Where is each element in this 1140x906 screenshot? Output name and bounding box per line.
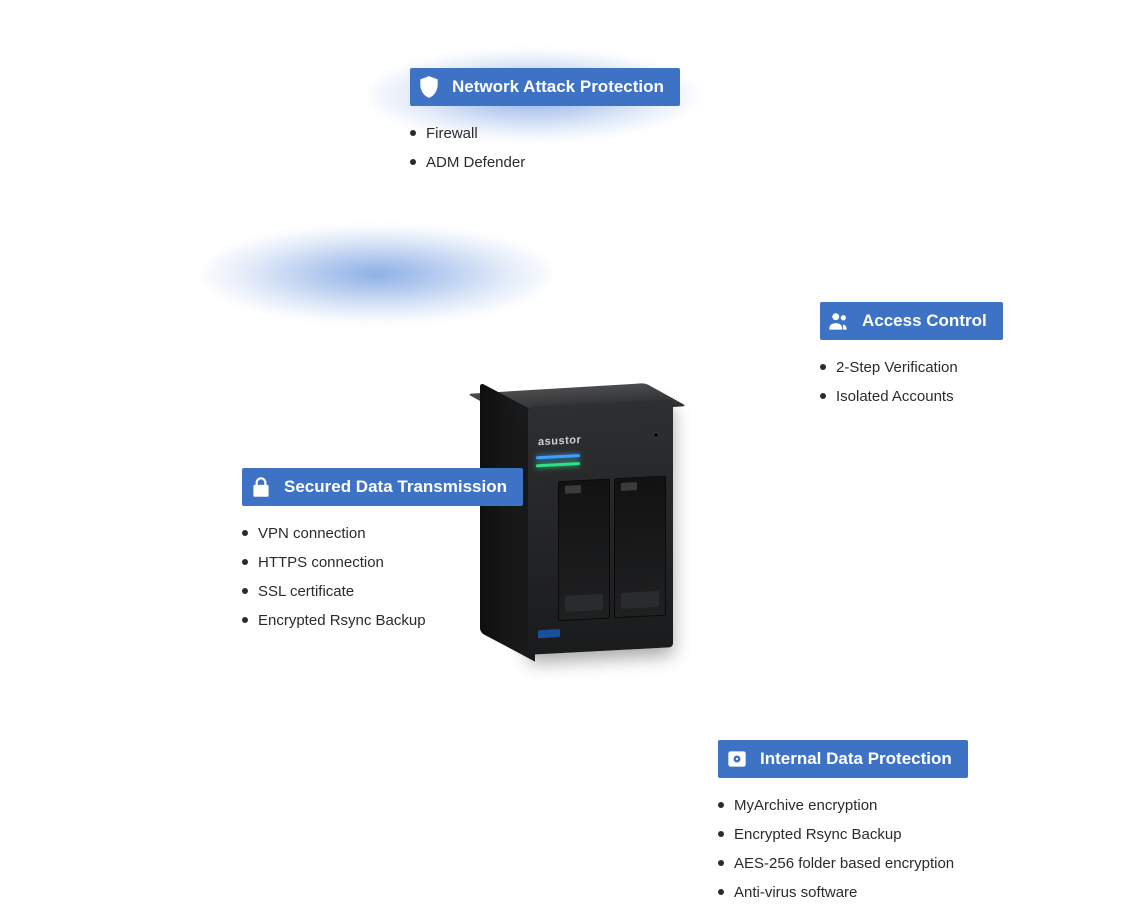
- led-status-green-icon: [536, 462, 580, 467]
- bullet-text: HTTPS connection: [258, 549, 384, 576]
- bullet-dot-icon: [718, 802, 724, 808]
- bullet-dot-icon: [410, 159, 416, 165]
- led-status-blue-icon: [536, 454, 580, 459]
- bullet-dot-icon: [242, 617, 248, 623]
- glow-secured: [202, 226, 552, 322]
- bullet-item: Encrypted Rsync Backup: [718, 821, 1140, 848]
- bullet-dot-icon: [820, 393, 826, 399]
- section-body-secured: VPN connection HTTPS connection SSL cert…: [242, 520, 1140, 634]
- user-group-icon: [826, 308, 852, 334]
- section-title: Access Control: [862, 311, 987, 331]
- bullet-item: ADM Defender: [410, 149, 1140, 176]
- bullet-item: Encrypted Rsync Backup: [242, 607, 1140, 634]
- bullet-dot-icon: [242, 559, 248, 565]
- bullet-text: ADM Defender: [426, 149, 525, 176]
- section-secured: Secured Data Transmission VPN connection…: [242, 468, 1140, 634]
- section-header-network: Network Attack Protection: [410, 68, 680, 106]
- section-header-access: Access Control: [820, 302, 1003, 340]
- bullet-item: Firewall: [410, 120, 1140, 147]
- section-internal: Internal Data Protection MyArchive encry…: [718, 740, 1140, 906]
- nas-brand-logo: asustor: [538, 434, 581, 448]
- section-title: Network Attack Protection: [452, 77, 664, 97]
- bullet-text: Isolated Accounts: [836, 383, 954, 410]
- bullet-dot-icon: [718, 831, 724, 837]
- hdd-icon: [724, 746, 750, 772]
- bullet-dot-icon: [820, 364, 826, 370]
- section-header-internal: Internal Data Protection: [718, 740, 968, 778]
- bullet-item: Anti-virus software: [718, 879, 1140, 906]
- bullet-item: VPN connection: [242, 520, 1140, 547]
- bullet-dot-icon: [718, 889, 724, 895]
- section-title: Secured Data Transmission: [284, 477, 507, 497]
- section-header-secured: Secured Data Transmission: [242, 468, 523, 506]
- bullet-text: 2-Step Verification: [836, 354, 958, 381]
- bullet-text: AES-256 folder based encryption: [734, 850, 954, 877]
- section-title: Internal Data Protection: [760, 749, 952, 769]
- bullet-item: AES-256 folder based encryption: [718, 850, 1140, 877]
- bullet-item: SSL certificate: [242, 578, 1140, 605]
- shield-icon: [416, 74, 442, 100]
- section-network: Network Attack Protection Firewall ADM D…: [410, 68, 1140, 176]
- bullet-text: MyArchive encryption: [734, 792, 877, 819]
- bullet-item: HTTPS connection: [242, 549, 1140, 576]
- section-body-network: Firewall ADM Defender: [410, 120, 1140, 176]
- bullet-dot-icon: [718, 860, 724, 866]
- bullet-text: Encrypted Rsync Backup: [258, 607, 426, 634]
- bullet-text: Firewall: [426, 120, 478, 147]
- section-body-internal: MyArchive encryption Encrypted Rsync Bac…: [718, 792, 1140, 906]
- section-access: Access Control 2-Step Verification Isola…: [820, 302, 1140, 410]
- bullet-text: VPN connection: [258, 520, 366, 547]
- bullet-item: 2-Step Verification: [820, 354, 1140, 381]
- bullet-dot-icon: [242, 588, 248, 594]
- section-body-access: 2-Step Verification Isolated Accounts: [820, 354, 1140, 410]
- bullet-dot-icon: [410, 130, 416, 136]
- lock-icon: [248, 474, 274, 500]
- bullet-item: Isolated Accounts: [820, 383, 1140, 410]
- bullet-item: MyArchive encryption: [718, 792, 1140, 819]
- bullet-text: Anti-virus software: [734, 879, 857, 906]
- bullet-text: Encrypted Rsync Backup: [734, 821, 902, 848]
- bullet-dot-icon: [242, 530, 248, 536]
- power-button-icon: [653, 432, 659, 438]
- bullet-text: SSL certificate: [258, 578, 354, 605]
